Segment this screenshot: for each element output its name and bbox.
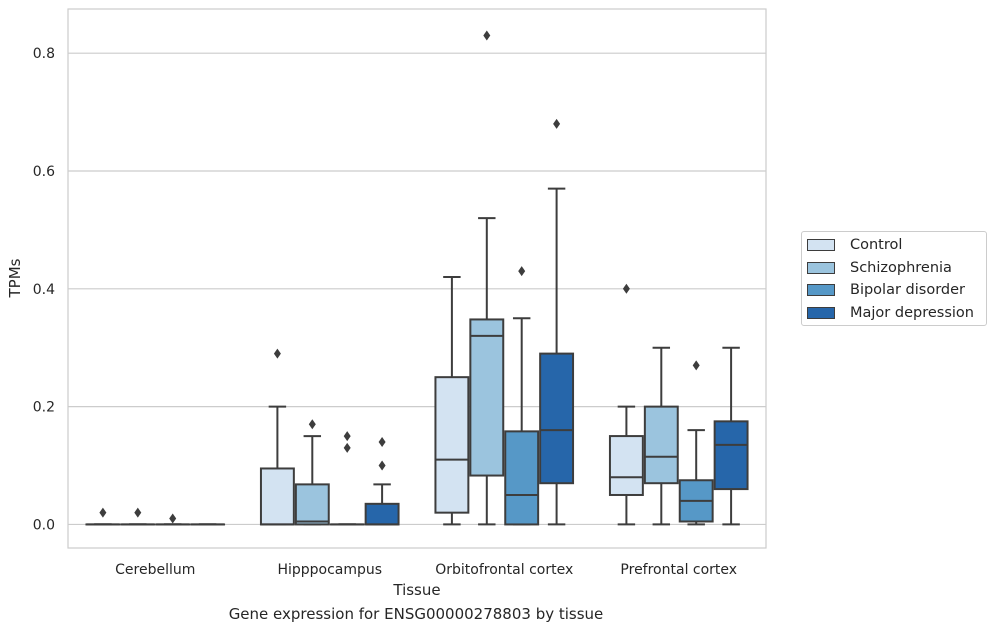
box-iqr <box>434 376 470 514</box>
x-tick-label: Orbitofrontal cortex <box>435 562 573 578</box>
box-schizophrenia-cerebellum <box>120 507 156 526</box>
x-tick-label: Cerebellum <box>115 562 195 578</box>
y-tick-label: 0.6 <box>33 164 55 180</box>
box-schizophrenia-orbitofrontal-cortex <box>469 30 505 526</box>
legend-swatch-schizophrenia <box>807 262 835 274</box>
legend-item-schizophrenia: Schizophrenia <box>807 259 952 277</box>
box-bipolar-disorder-orbitofrontal-cortex <box>504 266 540 526</box>
box-control-cerebellum <box>85 507 121 526</box>
box-major-depression-hipppocampus <box>364 436 400 526</box>
x-tick-labels: Cerebellum Hipppocampus Orbitofrontal cort… <box>115 562 737 578</box>
legend-swatch-control <box>807 239 835 251</box>
y-axis-label: TPMs <box>6 258 24 298</box>
legend-item-bipolar-disorder: Bipolar disorder <box>807 281 965 299</box>
box-iqr <box>259 467 295 526</box>
box-bipolar-disorder-prefrontal-cortex <box>678 360 714 526</box>
box-control-orbitofrontal-cortex <box>434 276 470 526</box>
x-tick-label: Hipppocampus <box>277 562 382 578</box>
outlier-point <box>134 507 142 518</box>
legend-label-bipolar-disorder: Bipolar disorder <box>850 282 965 298</box>
box-schizophrenia-hipppocampus <box>294 419 330 526</box>
box-iqr <box>713 420 749 491</box>
box-series <box>85 30 749 526</box>
outlier-point <box>99 507 107 518</box>
legend-label-control: Control <box>850 237 903 253</box>
outlier-point <box>343 431 351 442</box>
series-schizophrenia <box>120 30 679 526</box>
x-axis-label: Tissue <box>392 581 440 599</box>
legend-swatch-major-depression <box>807 307 835 319</box>
outlier-point <box>169 513 177 524</box>
legend-label-major-depression: Major depression <box>850 305 974 321</box>
outlier-point <box>483 30 491 41</box>
box-iqr <box>294 483 330 526</box>
figure-caption: Gene expression for ENSG00000278803 by t… <box>228 605 604 623</box>
box-major-depression-prefrontal-cortex <box>713 346 749 526</box>
outlier-point <box>622 283 630 294</box>
box-major-depression-orbitofrontal-cortex <box>539 118 575 526</box>
outlier-point <box>553 118 561 129</box>
y-tick-label: 0.2 <box>33 400 55 416</box>
outlier-point <box>692 360 700 371</box>
legend-swatch-bipolar-disorder <box>807 284 835 296</box>
outlier-point <box>343 442 351 453</box>
box-iqr <box>469 318 505 477</box>
legend-label-schizophrenia: Schizophrenia <box>850 260 952 276</box>
series-major-depression <box>190 118 749 526</box>
outlier-point <box>378 460 386 471</box>
box-iqr <box>364 502 400 526</box>
legend: Control Schizophrenia Bipolar disorder M… <box>801 231 987 326</box>
box-bipolar-disorder-cerebellum <box>155 513 191 526</box>
outlier-point <box>273 348 281 359</box>
box-schizophrenia-prefrontal-cortex <box>643 346 679 526</box>
box-bipolar-disorder-hipppocampus <box>329 431 365 526</box>
series-control <box>85 276 644 526</box>
box-iqr <box>504 430 540 526</box>
y-tick-label: 0.0 <box>33 517 55 533</box>
box-iqr <box>539 352 575 485</box>
y-tick-label: 0.4 <box>33 282 55 298</box>
x-tick-label: Prefrontal cortex <box>620 562 737 578</box>
y-tick-labels: 0.0 0.2 0.4 0.6 0.8 <box>33 46 55 533</box>
series-bipolar-disorder <box>155 266 714 526</box>
legend-item-control: Control <box>807 236 902 254</box>
box-iqr <box>643 405 679 485</box>
y-tick-label: 0.8 <box>33 46 55 62</box>
box-control-hipppocampus <box>259 348 295 526</box>
box-iqr <box>608 435 644 496</box>
legend-item-major-depression: Major depression <box>807 304 974 322</box>
box-control-prefrontal-cortex <box>608 283 644 526</box>
outlier-point <box>378 436 386 447</box>
outlier-point <box>518 266 526 277</box>
outlier-point <box>308 419 316 430</box>
